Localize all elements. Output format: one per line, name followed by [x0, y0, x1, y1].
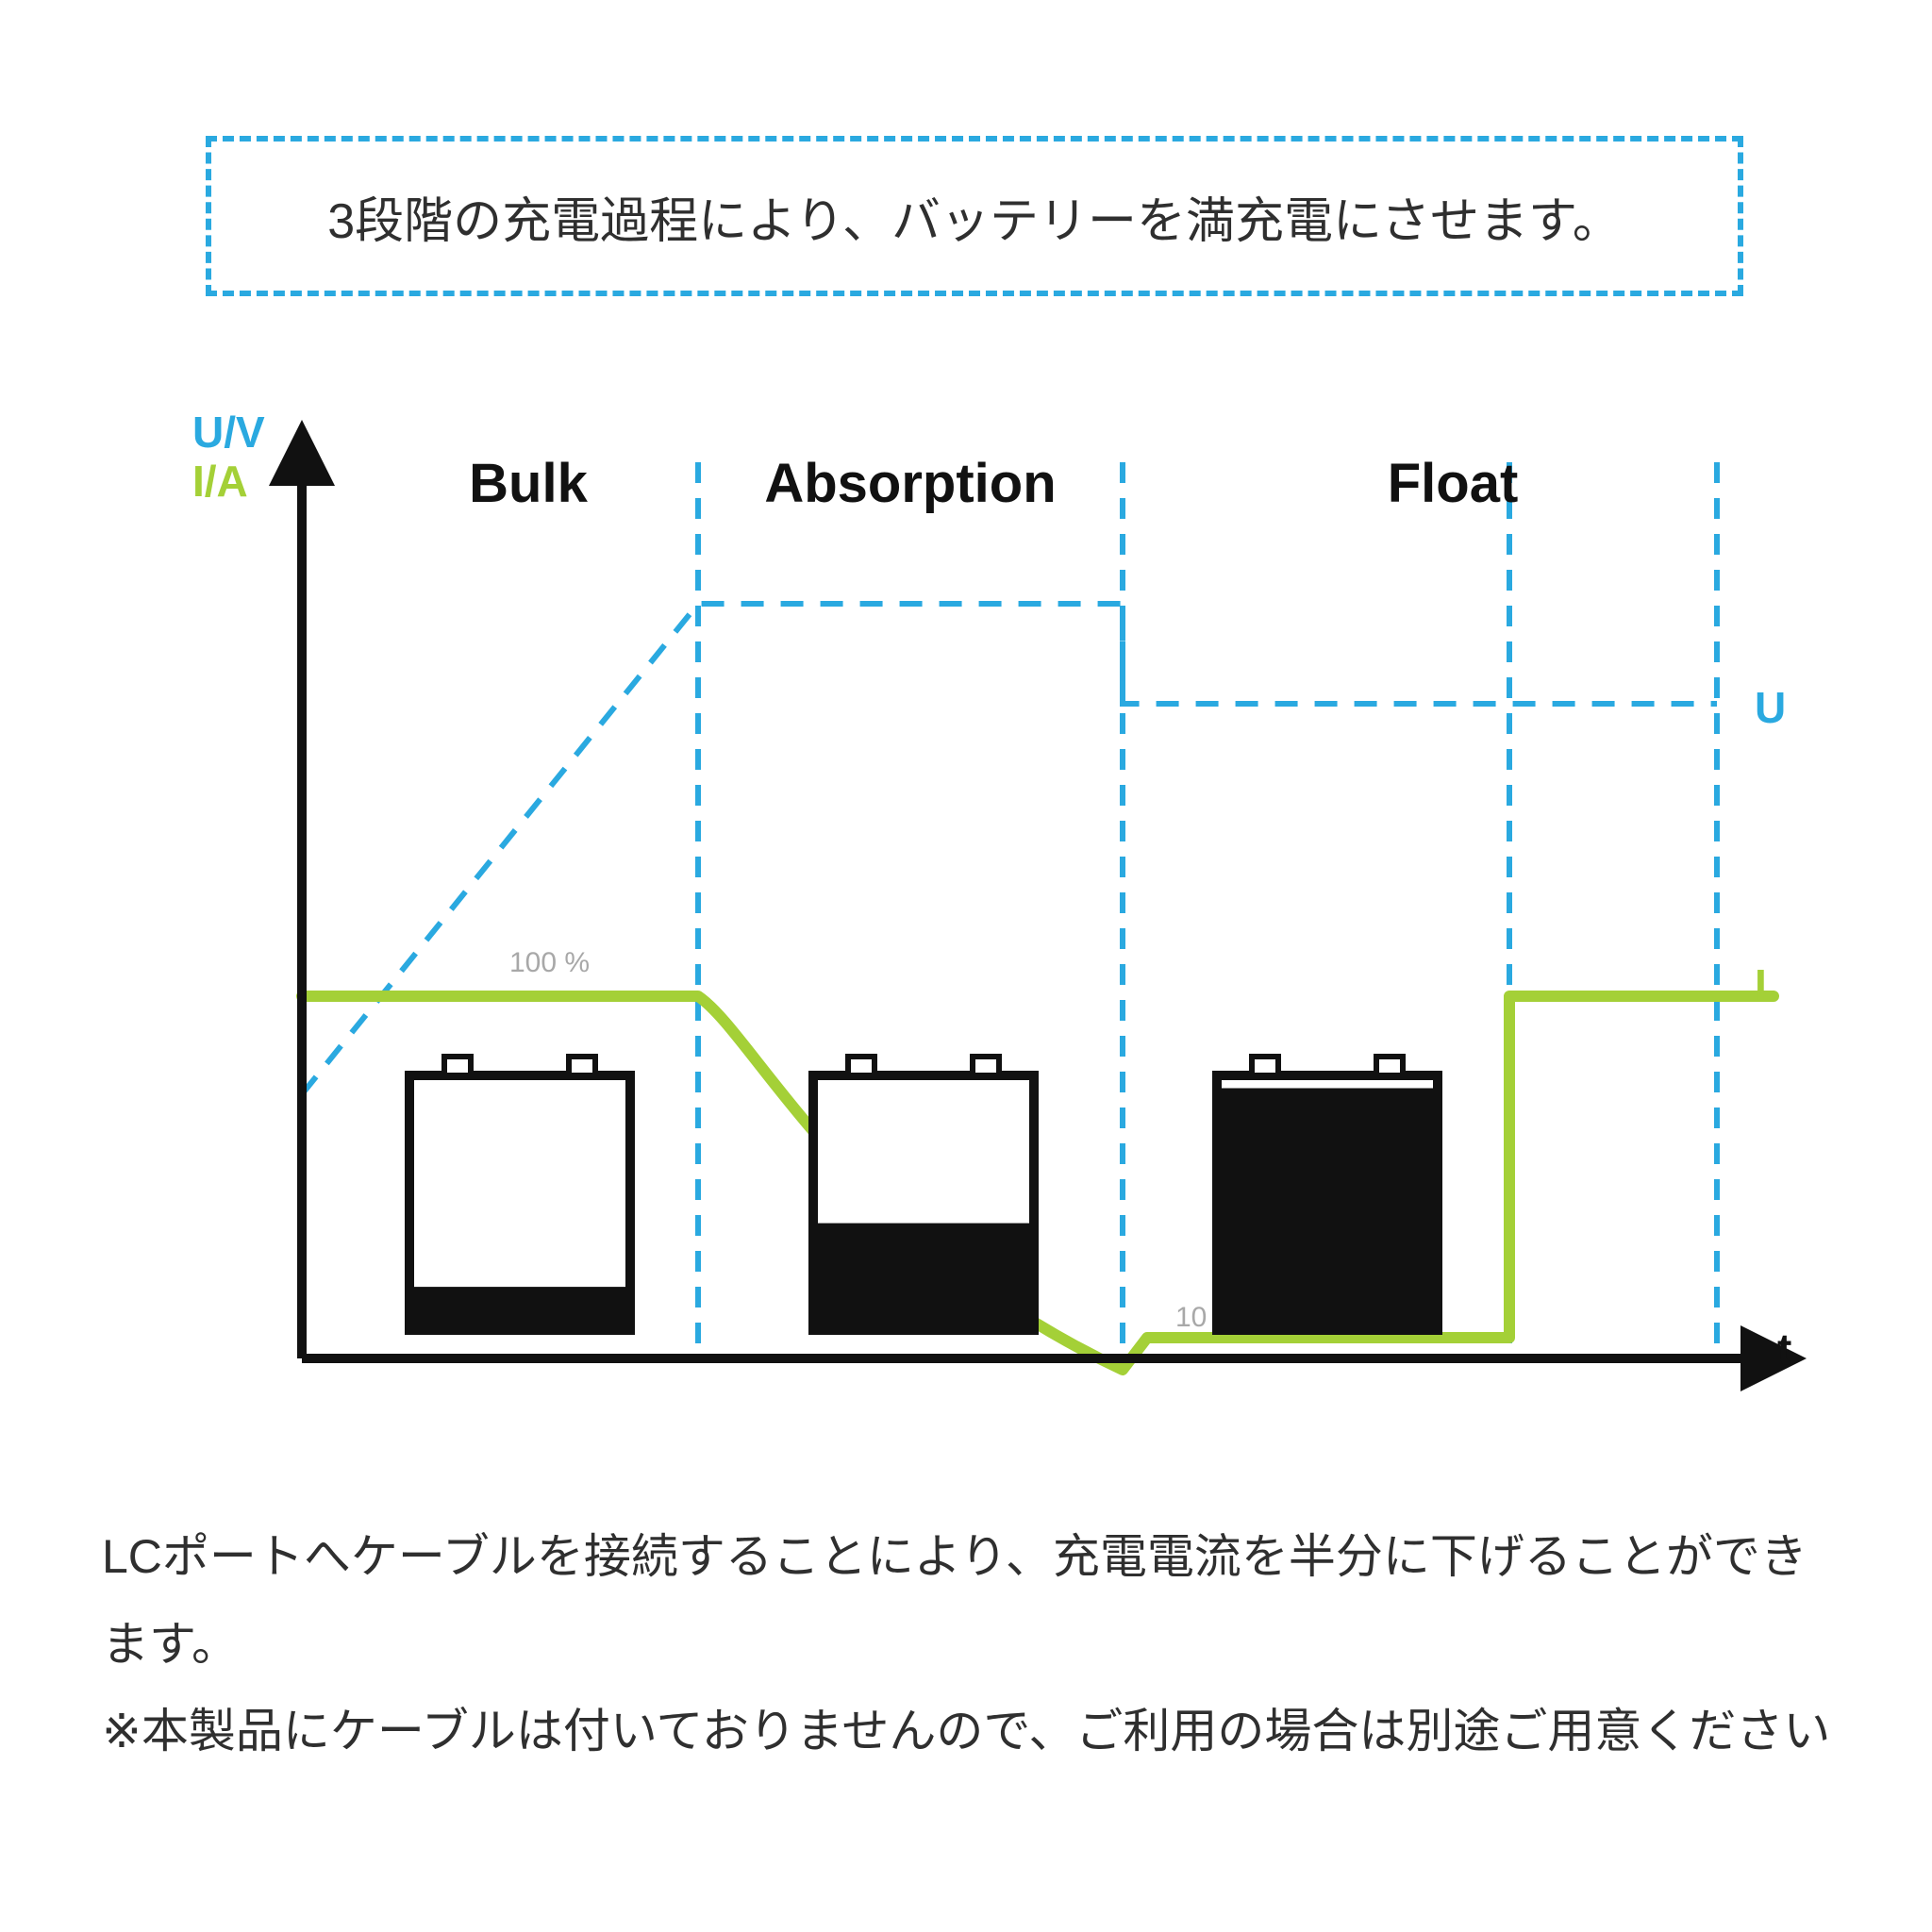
- axis-label-ia: I/A: [192, 457, 248, 506]
- end-label-i: I: [1755, 960, 1767, 1009]
- body-text: LCポートへケーブルを接続することにより、充電電流を半分に下げることができます。…: [102, 1513, 1834, 1775]
- phase-label: Bulk: [469, 453, 588, 514]
- callout-text: 3段階の充電過程により、バッテリーを満充電にさせます。: [327, 181, 1622, 252]
- battery-icon: [1217, 1057, 1438, 1330]
- axis-label-uv: U/V: [192, 415, 265, 457]
- charging-chart: U/VI/ABulkAbsorptionFloat100 %10 %UIt: [170, 415, 1811, 1434]
- body-text-line: LCポートへケーブルを接続することにより、充電電流を半分に下げることができます。: [102, 1530, 1807, 1671]
- callout-box: 3段階の充電過程により、バッテリーを満充電にさせます。: [206, 136, 1743, 296]
- end-label-t: t: [1777, 1324, 1791, 1374]
- battery-icon: [813, 1057, 1034, 1330]
- body-text-line: ※本製品にケーブルは付いておりませんので、ご利用の場合は別途ご用意ください: [102, 1705, 1830, 1757]
- pct-100-label: 100 %: [509, 947, 590, 978]
- phase-label: Float: [1388, 453, 1519, 514]
- end-label-u: U: [1755, 683, 1786, 732]
- phase-label: Absorption: [764, 453, 1056, 514]
- battery-icon: [409, 1057, 630, 1330]
